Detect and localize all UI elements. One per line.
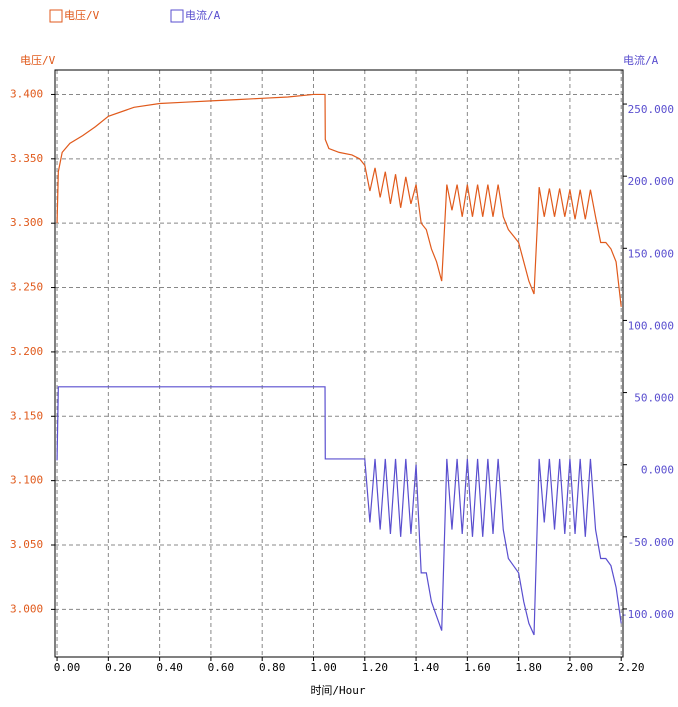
series-line (56, 93, 622, 307)
y2-tick-label: 250.000 (628, 103, 674, 116)
y-tick-label: 3.250 (10, 281, 43, 294)
y2-tick-label: 100.000 (628, 319, 674, 332)
legend-label: 电流/A (185, 8, 221, 22)
y-tick-label: 3.350 (10, 152, 43, 165)
y-tick-label: 3.100 (10, 474, 43, 487)
y-tick-label: 3.400 (10, 87, 43, 100)
x-axis-title: 时间/Hour (310, 684, 365, 697)
legend-swatch (170, 9, 184, 23)
y-tick-label: 3.300 (10, 216, 43, 229)
y-axis-title: 电压/V (20, 54, 56, 67)
series-line (56, 386, 622, 636)
x-tick-label: 2.00 (567, 661, 594, 674)
y2-tick-label: 50.000 (634, 392, 674, 405)
y2-tick-label: 0.000 (641, 464, 674, 477)
plot-border (54, 69, 624, 658)
y2-tick-label: -50.000 (628, 536, 674, 549)
y2-tick-label: -100.000 (621, 608, 674, 621)
x-tick-label: 1.00 (310, 661, 337, 674)
x-tick-label: 2.20 (618, 661, 645, 674)
x-tick-label: 1.80 (515, 661, 542, 674)
x-tick-label: 0.40 (156, 661, 183, 674)
x-tick-label: 0.60 (208, 661, 235, 674)
y-tick-label: 3.050 (10, 538, 43, 551)
x-tick-label: 1.60 (464, 661, 491, 674)
y-tick-label: 3.200 (10, 345, 43, 358)
legend-swatch (49, 9, 63, 23)
x-tick-label: 0.80 (259, 661, 286, 674)
y2-tick-label: 150.000 (628, 247, 674, 260)
y-tick-label: 3.150 (10, 409, 43, 422)
y2-axis-title: 电流/A (623, 53, 659, 67)
x-tick-label: 1.40 (413, 661, 440, 674)
x-tick-label: 0.00 (54, 661, 81, 674)
y-tick-label: 3.000 (10, 602, 43, 615)
y2-tick-label: 200.000 (628, 175, 674, 188)
x-tick-label: 0.20 (105, 661, 132, 674)
x-tick-label: 1.20 (362, 661, 389, 674)
legend-label: 电压/V (64, 9, 100, 22)
